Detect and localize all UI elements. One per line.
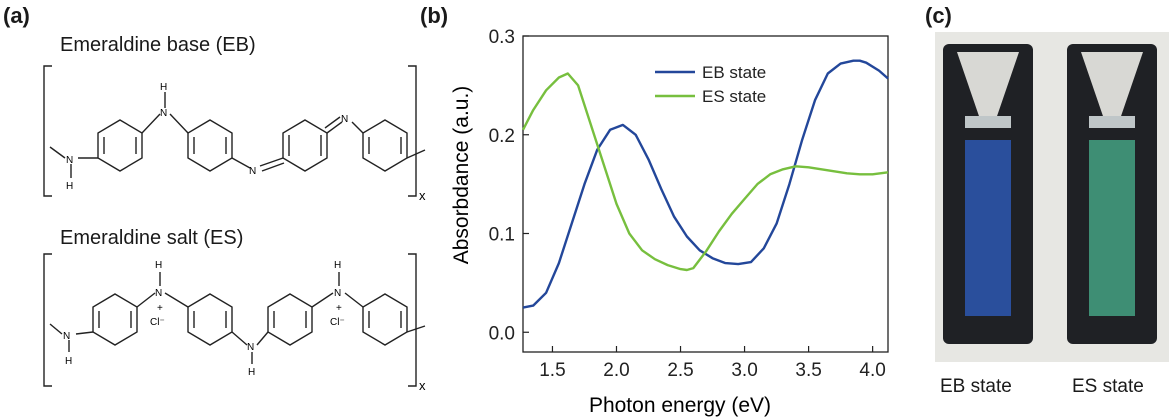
es-cuvette (1067, 44, 1157, 344)
es-title: Emeraldine salt (ES) (60, 227, 244, 249)
es-n-2: N (155, 288, 162, 299)
plot-frame (522, 35, 889, 353)
series-line-eb (522, 59, 889, 309)
eb-liquid (965, 140, 1011, 316)
eb-photo-caption: EB state (940, 376, 1012, 397)
eb-h-1: H (66, 181, 73, 192)
y-axis-label: Absorbdance (a.u.) (450, 86, 473, 265)
es-h-4: H (334, 260, 341, 271)
es-liquid (1089, 140, 1135, 316)
absorbance-chart: 1.5 2.0 2.5 3.0 3.5 4.0 0.0 0.1 0.2 0.3 EB state ES… (450, 27, 889, 417)
legend-label-eb: EB state (702, 63, 766, 82)
es-cl-1: Cl⁻ (150, 317, 165, 328)
es-h-2: H (155, 260, 162, 271)
eb-n-1: N (66, 155, 73, 166)
x-tick-label: 1.5 (539, 360, 565, 381)
es-n-4: N (334, 288, 341, 299)
x-axis-label: Photon energy (eV) (589, 394, 771, 417)
es-charge-2: + (336, 303, 342, 314)
plot-area: 1.5 2.0 2.5 3.0 3.5 4.0 0.0 0.1 0.2 0.3 EB state ES… (489, 27, 889, 381)
y-tick-label: 0.3 (489, 27, 515, 48)
x-tick-label: 3.5 (795, 360, 821, 381)
eb-title: Emeraldine base (EB) (60, 34, 256, 56)
cuvette-photo (935, 32, 1169, 362)
es-charge-1: + (157, 303, 163, 314)
es-n-1: N (63, 331, 70, 342)
x-tick-label: 2.0 (603, 360, 629, 381)
eb-n-3: N (249, 166, 256, 177)
es-cl-2: Cl⁻ (330, 317, 345, 328)
x-tick-label: 2.5 (667, 360, 693, 381)
eb-subscript: x (419, 188, 426, 203)
es-right-bracket (408, 253, 417, 387)
es-h-3: H (248, 367, 255, 378)
x-tick-label: 3.0 (731, 360, 757, 381)
eb-cuvette (943, 44, 1033, 344)
eb-left-bracket (43, 65, 52, 197)
es-subscript: x (419, 378, 426, 393)
y-tick-label: 0.2 (489, 126, 515, 147)
es-photo-caption: ES state (1072, 376, 1144, 397)
es-left-bracket (43, 253, 52, 387)
panel-c-label: (c) (925, 3, 952, 28)
es-h-1: H (65, 356, 72, 367)
emeraldine-base-structure: N H N H N N x N H N H + Cl⁻ N H N H + Cl… (43, 65, 426, 393)
es-n-3: N (247, 342, 254, 353)
x-tick-label: 4.0 (859, 360, 885, 381)
eb-n-2: N (160, 108, 167, 119)
eb-n-4: N (341, 114, 348, 125)
eb-right-bracket (408, 65, 417, 197)
series-line-es (521, 72, 889, 272)
legend-label-es: ES state (702, 87, 766, 106)
panel-b-label: (b) (420, 3, 449, 28)
eb-h-2: H (160, 82, 167, 93)
y-tick-label: 0.0 (489, 323, 515, 344)
y-tick-label: 0.1 (489, 225, 515, 246)
panel-a-label: (a) (3, 3, 30, 28)
